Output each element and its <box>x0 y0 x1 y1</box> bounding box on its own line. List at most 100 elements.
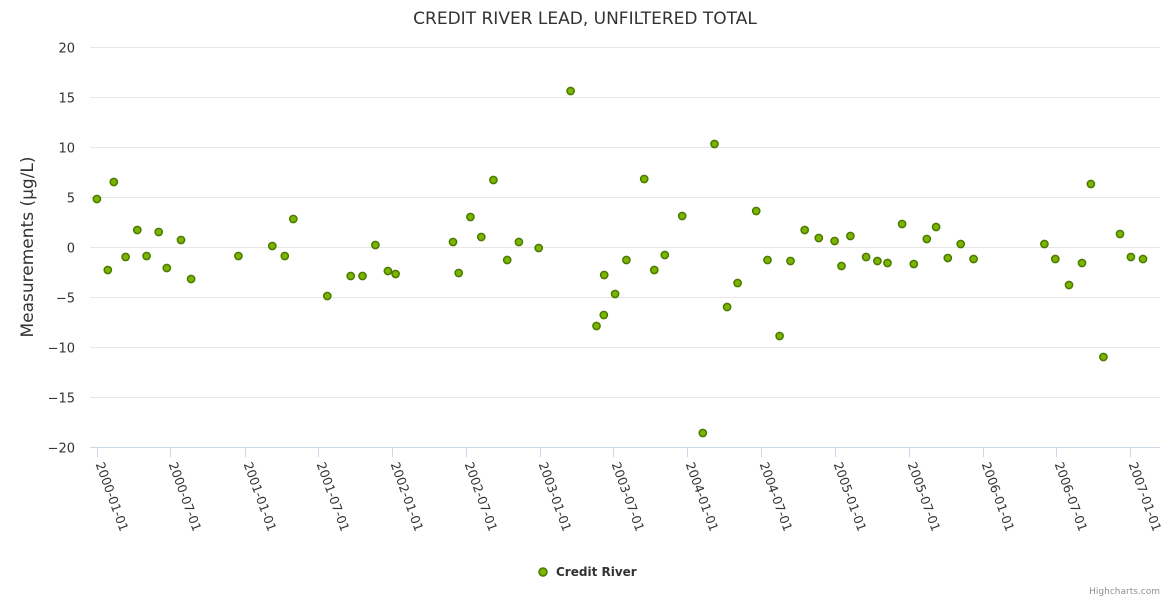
data-point[interactable] <box>534 243 544 253</box>
data-point[interactable] <box>322 291 332 301</box>
data-point[interactable] <box>775 331 784 341</box>
data-point[interactable] <box>346 271 356 281</box>
grid-lines <box>90 47 1160 398</box>
x-tick-label: 2004-07-01 <box>757 460 796 533</box>
data-point[interactable] <box>897 219 907 229</box>
legend-marker-icon[interactable] <box>538 567 548 577</box>
data-point[interactable] <box>154 227 164 237</box>
data-point[interactable] <box>476 232 486 242</box>
data-point[interactable] <box>1050 254 1060 264</box>
y-tick-label: 15 <box>58 92 75 107</box>
y-tick-label: −20 <box>48 442 75 457</box>
x-tick-label: 2004-01-01 <box>683 460 722 533</box>
x-tick-label: 2005-07-01 <box>905 460 944 533</box>
data-point[interactable] <box>109 177 119 187</box>
data-point[interactable] <box>837 261 846 271</box>
data-point[interactable] <box>969 254 978 264</box>
data-point[interactable] <box>489 175 498 185</box>
legend-label[interactable]: Credit River <box>556 565 637 579</box>
data-point[interactable] <box>763 255 772 265</box>
x-axis-ticks: 2000-01-01 2000-07-01 2001-01-01 2001-07-01… <box>93 447 1165 533</box>
data-point[interactable] <box>660 250 670 260</box>
data-point[interactable] <box>448 237 458 247</box>
data-point[interactable] <box>698 428 708 438</box>
data-point[interactable] <box>383 266 393 276</box>
data-point[interactable] <box>1126 252 1136 262</box>
data-point[interactable] <box>466 212 475 222</box>
data-point[interactable] <box>599 270 609 280</box>
data-point[interactable] <box>132 225 142 235</box>
data-point[interactable] <box>288 214 298 224</box>
data-point[interactable] <box>142 251 151 261</box>
x-tick-label: 2001-01-01 <box>241 460 280 533</box>
x-tick-label: 2005-01-01 <box>831 460 870 533</box>
data-point[interactable] <box>922 234 932 244</box>
data-point[interactable] <box>267 241 277 251</box>
data-point[interactable] <box>391 269 400 279</box>
y-tick-label: 0 <box>67 242 75 257</box>
data-point[interactable] <box>599 310 609 320</box>
data-point[interactable] <box>909 259 919 269</box>
data-point[interactable] <box>873 256 882 266</box>
data-point[interactable] <box>622 255 631 265</box>
data-point[interactable] <box>1115 229 1125 239</box>
data-point[interactable] <box>502 255 512 265</box>
data-point[interactable] <box>92 194 102 204</box>
data-point[interactable] <box>1138 254 1148 264</box>
x-tick-label: 2007-01-01 <box>1126 460 1165 533</box>
data-point[interactable] <box>786 256 795 266</box>
data-point[interactable] <box>800 225 810 235</box>
x-tick-label: 2006-01-01 <box>979 460 1018 533</box>
x-tick-label: 2003-01-01 <box>536 460 575 533</box>
y-tick-label: −15 <box>48 392 75 407</box>
data-point[interactable] <box>234 251 243 261</box>
data-point[interactable] <box>1099 352 1108 362</box>
data-point[interactable] <box>956 239 966 249</box>
y-tick-label: 5 <box>67 192 75 207</box>
x-tick-label: 2002-01-01 <box>388 460 427 533</box>
data-point[interactable] <box>1040 239 1049 249</box>
y-axis-ticks: 20 15 10 5 0 −5 −10 −15 −20 <box>48 42 75 457</box>
data-point[interactable] <box>566 86 575 96</box>
data-point[interactable] <box>710 139 719 149</box>
data-point[interactable] <box>186 274 196 284</box>
data-point[interactable] <box>751 206 761 216</box>
x-tick-label: 2003-07-01 <box>609 460 648 533</box>
data-point[interactable] <box>121 252 130 262</box>
y-tick-label: 10 <box>58 142 75 157</box>
data-point[interactable] <box>1077 258 1087 268</box>
data-point[interactable] <box>733 278 742 288</box>
data-point[interactable] <box>814 233 824 243</box>
data-point[interactable] <box>1086 179 1096 189</box>
x-tick-label: 2006-07-01 <box>1052 460 1091 533</box>
data-point[interactable] <box>830 236 839 246</box>
y-tick-label: 20 <box>58 42 75 57</box>
data-point[interactable] <box>280 251 290 261</box>
data-point[interactable] <box>883 258 892 268</box>
y-tick-label: −5 <box>56 292 75 307</box>
data-point[interactable] <box>943 253 953 263</box>
data-point[interactable] <box>639 174 649 184</box>
data-point[interactable] <box>1064 280 1074 290</box>
data-point[interactable] <box>846 231 855 241</box>
data-point[interactable] <box>592 321 601 331</box>
credits-link[interactable]: Highcharts.com <box>1089 587 1160 597</box>
data-point[interactable] <box>610 289 620 299</box>
data-point[interactable] <box>514 237 524 247</box>
data-point[interactable] <box>371 240 380 250</box>
data-point[interactable] <box>677 211 687 221</box>
y-axis-label: Measurements (µg/L) <box>18 156 38 337</box>
data-point[interactable] <box>162 263 172 273</box>
data-point[interactable] <box>176 235 186 245</box>
y-tick-label: −10 <box>48 342 75 357</box>
data-point[interactable] <box>861 252 871 262</box>
data-point[interactable] <box>454 268 464 278</box>
data-point[interactable] <box>358 271 367 281</box>
legend[interactable]: Credit River <box>538 565 637 579</box>
data-point[interactable] <box>103 265 113 275</box>
chart-title: CREDIT RIVER LEAD, UNFILTERED TOTAL <box>413 9 757 29</box>
data-point[interactable] <box>649 265 659 275</box>
data-point[interactable] <box>722 302 732 312</box>
data-point[interactable] <box>931 222 941 232</box>
data-points <box>92 86 1148 438</box>
